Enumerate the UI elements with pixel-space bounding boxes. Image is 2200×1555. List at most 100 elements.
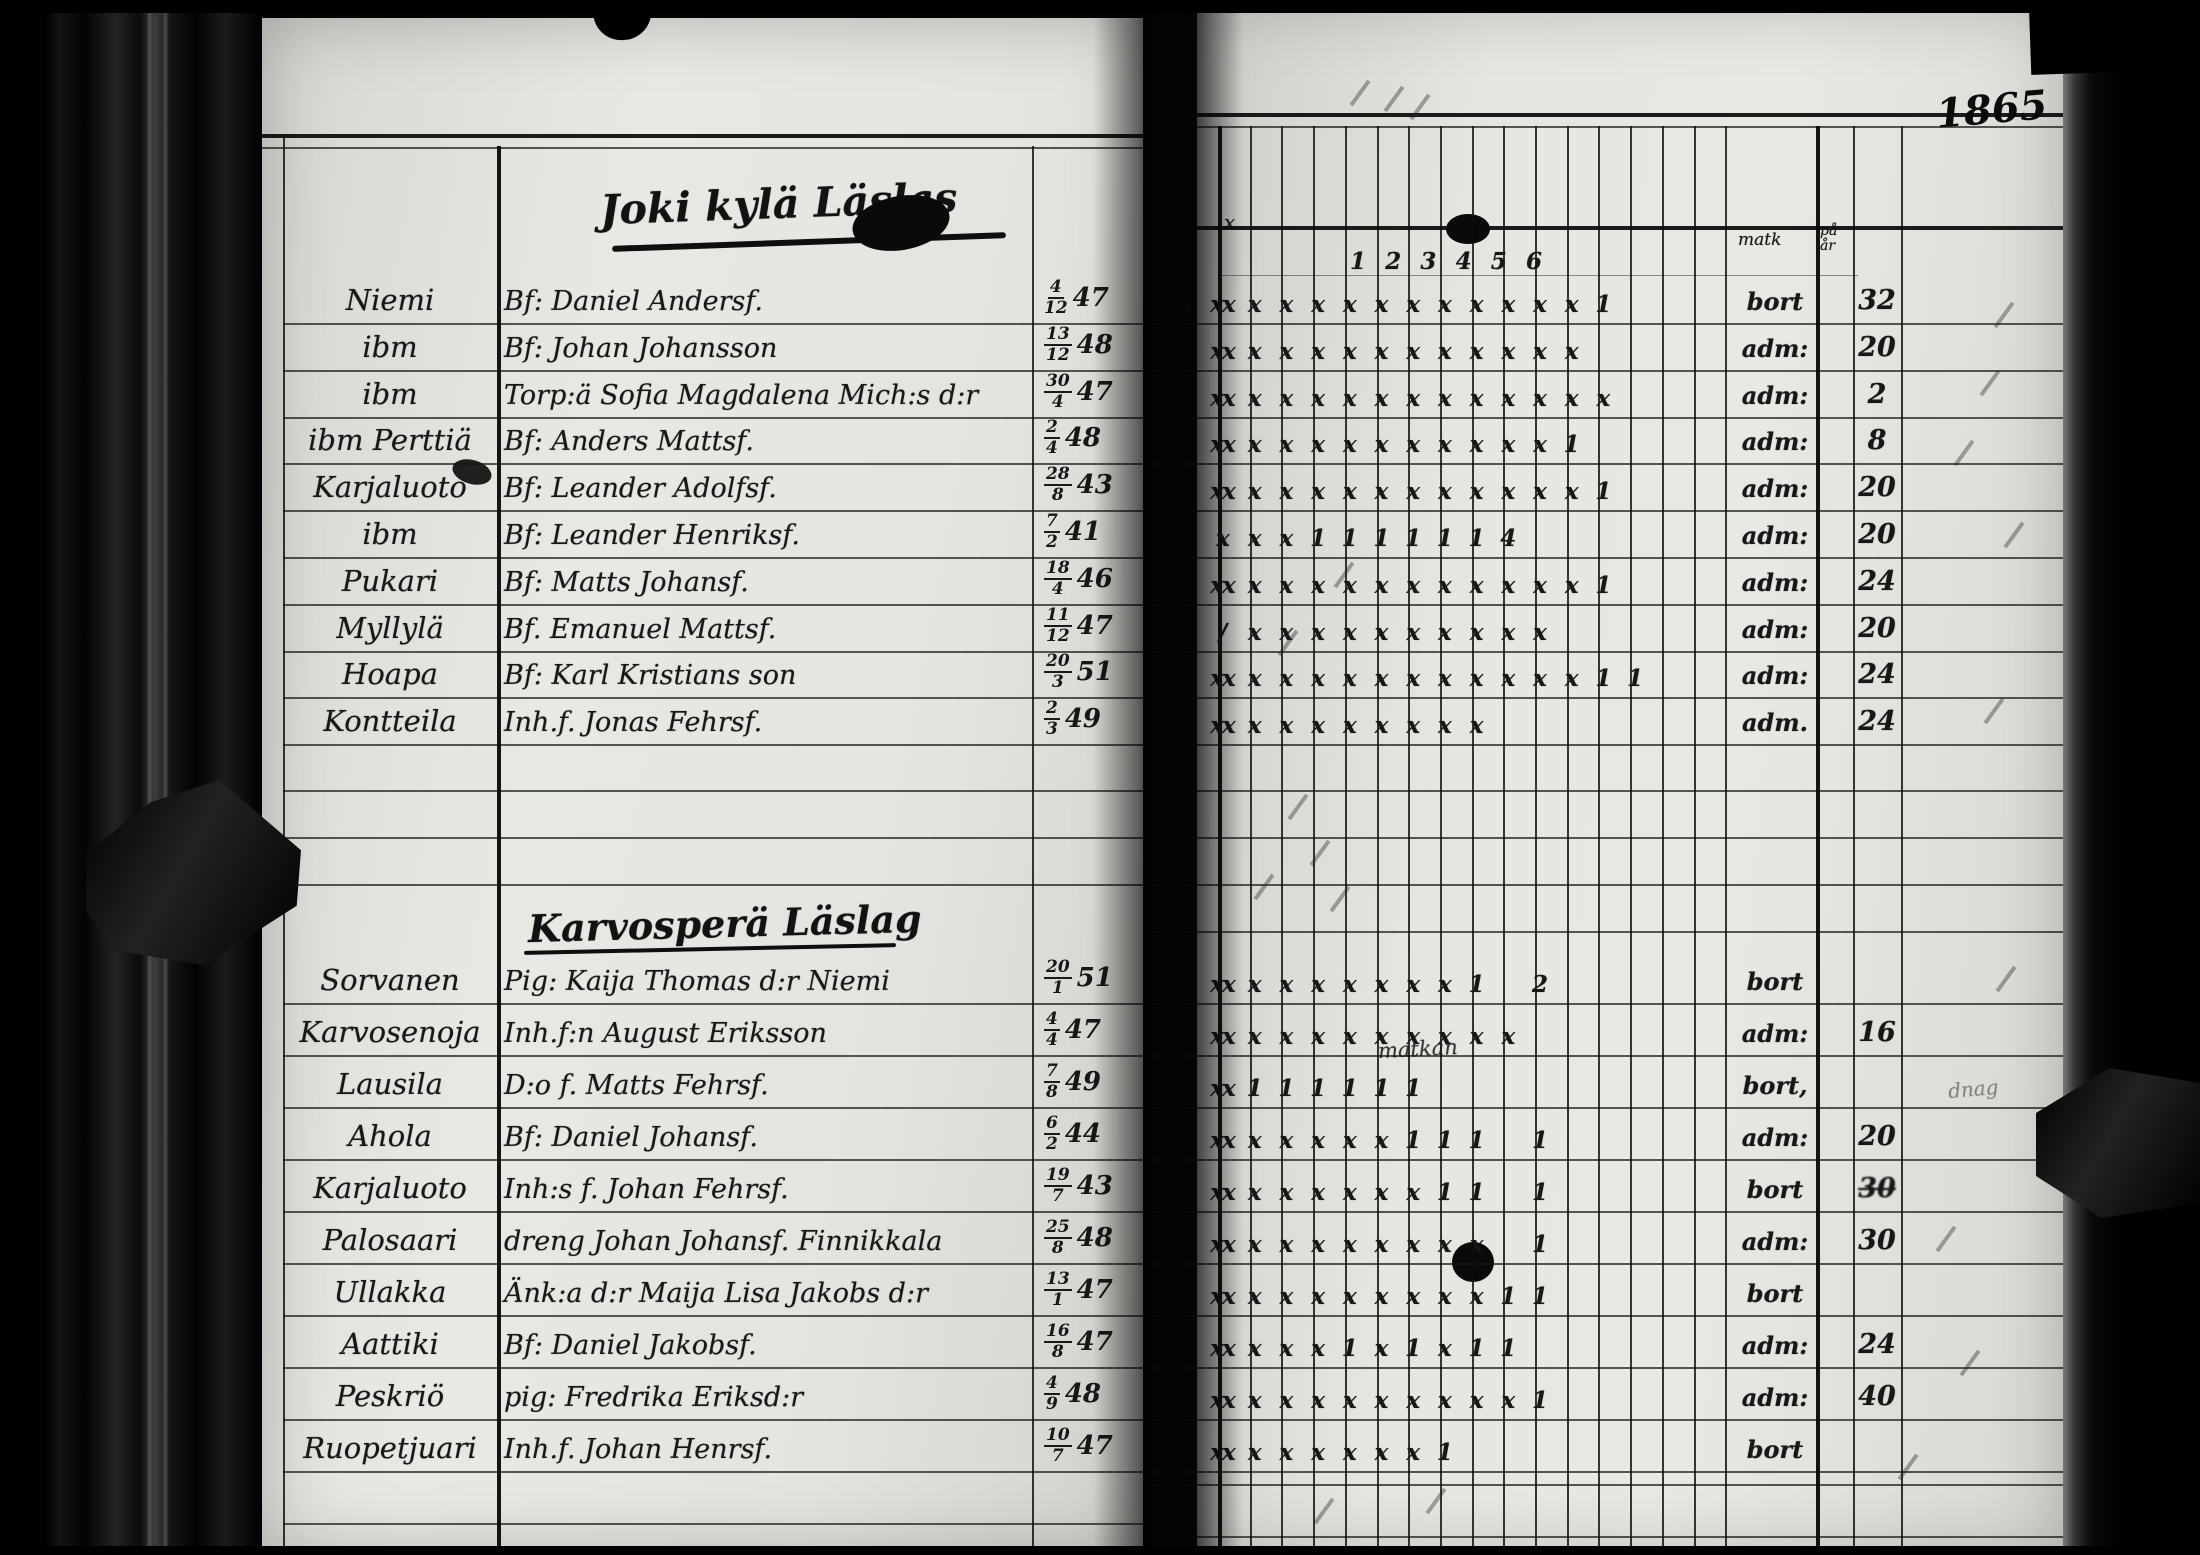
entry-name: Hoapa — [342, 657, 438, 692]
grid-mark: x — [1311, 1179, 1325, 1206]
grid-mark: 1 — [1341, 1335, 1358, 1362]
grid-mark: x — [1311, 1335, 1325, 1362]
grid-mark: x — [1406, 337, 1420, 365]
grid-mark: x — [1406, 1283, 1420, 1310]
date-fraction: 4 12 — [1044, 277, 1068, 318]
grid-mark: x — [1406, 384, 1420, 412]
grid-mark: 1 — [1468, 525, 1485, 552]
grid-mark: 1 — [1468, 971, 1485, 998]
date-column-separator — [1032, 146, 1034, 1555]
grid-mark: x — [1374, 1231, 1389, 1258]
date-fraction: 16 8 — [1044, 1321, 1072, 1362]
top-rule — [262, 147, 1143, 149]
grid-mark: x — [1311, 1127, 1325, 1154]
grid-mark: x — [1374, 1127, 1389, 1154]
grid-mark: x — [1311, 1387, 1325, 1414]
grid-column-line — [1439, 126, 1442, 1555]
grid-mark: x — [1406, 478, 1420, 506]
grid-mark: x — [1438, 431, 1452, 459]
grid-mark: x — [1311, 571, 1325, 599]
grid-mark: x — [1406, 1387, 1420, 1414]
grid-mark: 1 — [1405, 525, 1421, 552]
grid-mark: x — [1279, 337, 1294, 365]
grid-mark: x — [1342, 1127, 1357, 1154]
rule-line — [1152, 650, 2063, 653]
rule-line — [283, 603, 1143, 606]
year-label: 1865 — [1934, 81, 2050, 138]
grid-mark: x — [1501, 1387, 1515, 1414]
count-value: 2 — [1867, 378, 1887, 410]
grid-mark: 1 — [1531, 1231, 1548, 1258]
grid-column-line — [1566, 126, 1569, 1555]
grid-mark: x — [1247, 291, 1262, 318]
grid-mark: x — [1564, 478, 1579, 506]
entry-desc: Inh:s f. Johan Fehrsf. — [504, 1174, 789, 1205]
rule-line — [283, 1471, 1143, 1473]
grid-mark: x — [1438, 618, 1452, 646]
status-note: adm: — [1741, 333, 1809, 363]
grid-mark: x — [1374, 618, 1389, 646]
grid-mark: x — [1247, 478, 1262, 506]
column-number: 6 — [1526, 248, 1543, 275]
rule-line — [1152, 1055, 2063, 1057]
rule-line — [1152, 1315, 2063, 1317]
grid-mark: x — [1279, 1127, 1294, 1154]
entry-name: Pukari — [341, 563, 439, 598]
grid-column-line — [1598, 126, 1601, 1555]
rule-line — [283, 1263, 1143, 1265]
grid-column-line — [1408, 126, 1411, 1555]
grid-mark: x — [1438, 1387, 1452, 1414]
grid-mark: x — [1342, 1231, 1357, 1258]
rule-line — [283, 369, 1143, 372]
grid-column-line — [1661, 126, 1664, 1555]
top-rule — [1197, 126, 2063, 128]
rule-line — [283, 1055, 1143, 1057]
rule-line — [1152, 884, 2063, 886]
grid-mark: x — [1469, 712, 1484, 740]
grid-mark: x — [1342, 384, 1357, 412]
grid-mark: x — [1564, 291, 1579, 318]
status-note: bort, — [1742, 1071, 1808, 1100]
scan-top-edge — [0, 0, 2200, 13]
grid-mark: x — [1438, 384, 1452, 412]
rule-line — [1152, 1263, 2063, 1265]
grid-mark: x — [1311, 665, 1325, 693]
grid-mark: 1 — [1436, 525, 1453, 552]
rule-line — [283, 323, 1143, 325]
grid-mark: x — [1533, 665, 1547, 693]
count-value: 30 — [1858, 1173, 1896, 1204]
grid-mark: x — [1342, 431, 1357, 459]
count-value: 24 — [1858, 1329, 1896, 1360]
grid-mark: x — [1469, 1387, 1484, 1414]
status-note: adm: — [1741, 567, 1809, 597]
grid-mark: x — [1438, 971, 1452, 998]
grid-mark: 1 — [1595, 291, 1611, 318]
date-fraction: 25 8 — [1044, 1217, 1072, 1258]
grid-column-line — [1535, 126, 1537, 1555]
entry-desc: Bf: Daniel Johansf. — [504, 1122, 758, 1153]
status-note: adm: — [1741, 380, 1809, 410]
status-note: bort — [1746, 1279, 1804, 1308]
entry-desc: Inh.f. Jonas Fehrsf. — [504, 707, 763, 739]
entry-desc: Bf: Anders Mattsf. — [504, 426, 754, 458]
grid-column-line — [1901, 126, 1903, 1555]
grid-mark: x — [1501, 384, 1515, 412]
grid-mark: x — [1374, 571, 1389, 599]
grid-mark: x — [1438, 1283, 1452, 1310]
grid-mark: x — [1469, 291, 1484, 318]
grid-mark: x — [1342, 618, 1357, 646]
rule-line — [283, 697, 1143, 700]
grid-mark: x — [1374, 1387, 1389, 1414]
grid-header-rule — [1218, 275, 1858, 276]
grid-mark: x — [1279, 1335, 1294, 1362]
rule-line — [283, 1419, 1143, 1421]
grid-mark: x — [1438, 1023, 1452, 1050]
grid-mark: x — [1533, 337, 1547, 365]
grid-mark: 1 — [1531, 1283, 1548, 1310]
grid-mark: x — [1469, 618, 1484, 646]
grid-mark: x — [1342, 337, 1357, 365]
count-value: 8 — [1867, 425, 1887, 457]
grid-mark: x — [1247, 384, 1262, 412]
entry-name: ibm — [362, 517, 418, 551]
grid-mark: x — [1501, 1023, 1515, 1050]
